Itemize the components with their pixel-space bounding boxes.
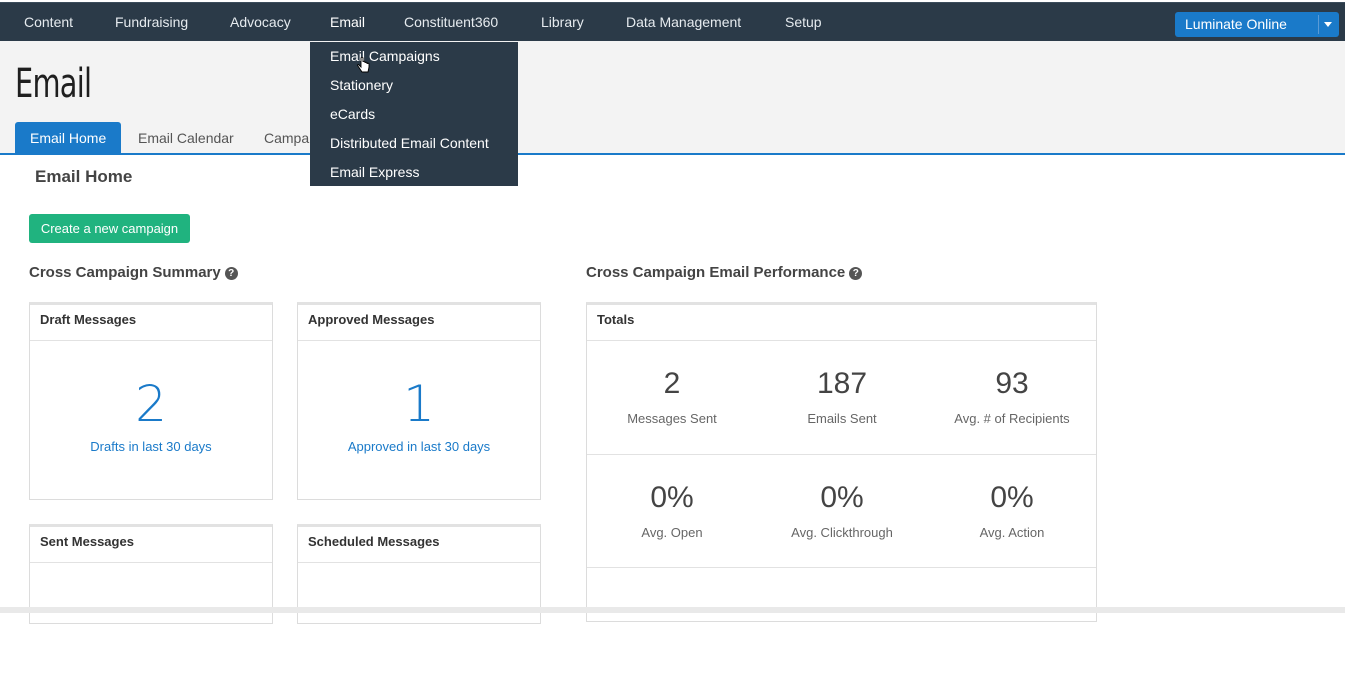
stat-value: 93 (995, 367, 1029, 400)
approved-messages-card: Approved Messages 1 Approved in last 30 … (297, 302, 541, 500)
menu-item-email-express[interactable]: Email Express (330, 164, 420, 180)
product-select[interactable]: Luminate Online (1175, 12, 1339, 37)
stats-row: 2 Messages Sent 187 Emails Sent 93 Avg. … (587, 341, 1096, 454)
draft-messages-card: Draft Messages 2 Drafts in last 30 days (29, 302, 273, 500)
performance-heading-label: Cross Campaign Email Performance (586, 264, 846, 281)
stat-value: 187 (816, 367, 868, 400)
product-select-divider (1318, 15, 1319, 34)
top-nav: Content Fundraising Advocacy Email Const… (0, 2, 1345, 41)
card-title: Sent Messages (30, 527, 272, 563)
stat-label: Emails Sent (807, 411, 877, 426)
product-select-label: Luminate Online (1185, 16, 1287, 32)
performance-heading: Cross Campaign Email Performance? (586, 264, 863, 281)
nav-item-email[interactable]: Email (330, 14, 366, 30)
tab-email-home[interactable]: Email Home (15, 122, 122, 154)
summary-heading: Cross Campaign Summary? (29, 264, 238, 281)
summary-heading-label: Cross Campaign Summary (29, 264, 221, 281)
nav-item-advocacy[interactable]: Advocacy (230, 14, 291, 30)
nav-item-library[interactable]: Library (541, 14, 584, 30)
card-title: Approved Messages (298, 305, 540, 341)
caret-down-icon (1324, 22, 1332, 27)
stat-label: Avg. # of Recipients (954, 411, 1070, 426)
page-header (0, 41, 1345, 155)
tab-email-calendar[interactable]: Email Calendar (138, 130, 234, 146)
stat-value: 2 (663, 367, 681, 400)
horizontal-scrollbar[interactable] (0, 607, 1345, 613)
help-icon[interactable]: ? (849, 267, 863, 280)
tabs-underline (0, 153, 1345, 155)
card-title: Scheduled Messages (298, 527, 540, 563)
tab-campaigns[interactable]: Campa (264, 130, 310, 146)
nav-item-fundraising[interactable]: Fundraising (115, 14, 189, 30)
section-heading: Email Home (35, 167, 133, 186)
nav-item-content[interactable]: Content (24, 14, 74, 30)
stat-label: Avg. Clickthrough (791, 525, 893, 540)
email-dropdown-menu: Email Campaigns Stationery eCards Distri… (310, 42, 518, 186)
stat-value: 0% (650, 481, 694, 514)
card-value[interactable]: 2 (135, 375, 167, 433)
stat-label: Avg. Open (641, 525, 703, 540)
performance-panel: Totals 2 Messages Sent 187 Emails Sent 9… (586, 302, 1097, 622)
menu-item-stationery[interactable]: Stationery (330, 77, 394, 93)
create-campaign-button[interactable]: Create a new campaign (29, 214, 190, 243)
hand-cursor-icon (357, 57, 370, 73)
stats-row (587, 567, 1096, 680)
menu-item-email-campaigns[interactable]: Email Campaigns (330, 48, 440, 64)
card-subtitle-link[interactable]: Drafts in last 30 days (90, 439, 212, 454)
stat-value: 0% (990, 481, 1034, 514)
card-subtitle-link[interactable]: Approved in last 30 days (347, 439, 491, 454)
nav-item-setup[interactable]: Setup (785, 14, 822, 30)
page-title: Email (15, 61, 92, 107)
card-value[interactable]: 1 (403, 375, 435, 433)
stat-label: Avg. Action (979, 525, 1045, 540)
nav-item-constituent360[interactable]: Constituent360 (404, 14, 499, 30)
card-title: Draft Messages (30, 305, 272, 341)
help-icon[interactable]: ? (224, 267, 238, 280)
nav-item-data-management[interactable]: Data Management (626, 14, 742, 30)
stats-row: 0% Avg. Open 0% Avg. Clickthrough 0% Avg… (587, 454, 1096, 567)
stat-value: 0% (820, 481, 864, 514)
stat-label: Messages Sent (627, 411, 717, 426)
menu-item-distributed-email-content[interactable]: Distributed Email Content (330, 135, 489, 151)
totals-label: Totals (587, 305, 1096, 341)
menu-item-ecards[interactable]: eCards (330, 106, 376, 122)
